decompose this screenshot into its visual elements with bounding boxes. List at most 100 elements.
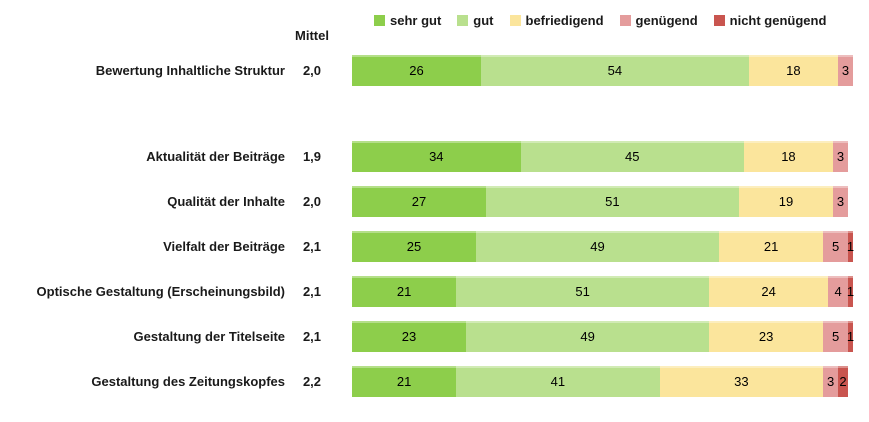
bar-segment: 3: [833, 186, 848, 217]
row-mittel-value: 2,1: [302, 329, 322, 344]
segment-value: 25: [406, 239, 422, 254]
legend: sehr gut gut befriedigend genügend nicht gen…: [374, 13, 826, 28]
row-label: Bewertung Inhaltliche Struktur: [95, 63, 285, 78]
stacked-bar: 21 41 33 3 2: [352, 366, 848, 397]
segment-value: 2: [839, 374, 847, 389]
bar-segment: 2: [838, 366, 848, 397]
segment-value: 24: [761, 284, 776, 299]
row-label: Qualität der Inhalte: [167, 194, 285, 209]
segment-value: 21: [396, 374, 412, 389]
bar-segment: 3: [838, 55, 853, 86]
segment-value: 49: [580, 329, 595, 344]
bar-segment: 25: [352, 231, 476, 262]
segment-value: 18: [781, 149, 796, 164]
bar-segment: 27: [352, 186, 486, 217]
segment-value: 51: [605, 194, 620, 209]
legend-swatch-icon: [619, 15, 631, 26]
bar-segment: 34: [352, 141, 521, 172]
segment-value: 34: [429, 149, 444, 164]
bar-segment: 21: [352, 366, 457, 397]
stacked-bar: 21 51 24 4 1: [352, 276, 855, 307]
row-label: Gestaltung des Zeitungskopfes: [91, 374, 285, 389]
stacked-bar: 27 51 19 3: [352, 186, 848, 217]
bar-segment: 4: [828, 276, 848, 307]
segment-value: 51: [575, 284, 590, 299]
bar-segment: 1: [846, 276, 855, 307]
row-mittel-value: 2,0: [302, 63, 322, 78]
legend-label: nicht genügend: [729, 13, 827, 28]
bar-segment: 23: [352, 321, 467, 352]
segment-value: 18: [786, 63, 801, 78]
legend-item-4: nicht genügend: [713, 13, 827, 28]
segment-value: 21: [763, 239, 779, 254]
bar-segment: 1: [846, 321, 855, 352]
segment-value: 1: [846, 239, 855, 254]
stacked-bar: 23 49 23 5 1: [352, 321, 855, 352]
legend-label: genügend: [635, 13, 698, 28]
row-label: Optische Gestaltung (Erscheinungsbild): [36, 284, 285, 299]
legend-swatch-icon: [509, 15, 521, 26]
segment-value: 3: [827, 374, 835, 389]
bar-segment: 21: [719, 231, 824, 262]
stacked-bar: 34 45 18 3: [352, 141, 848, 172]
bar-segment: 18: [743, 141, 834, 172]
segment-value: 33: [734, 374, 749, 389]
bar-segment: 5: [823, 321, 848, 352]
row-mittel-value: 1,9: [302, 149, 322, 164]
legend-swatch-icon: [374, 15, 385, 26]
bar-segment: 5: [823, 231, 848, 262]
row-label: Vielfalt der Beiträge: [163, 239, 285, 254]
bar-segment: 41: [456, 366, 660, 397]
row-mittel-value: 2,2: [302, 374, 322, 389]
legend-item-2: befriedigend: [509, 13, 604, 28]
segment-value: 19: [778, 194, 794, 209]
segment-value: 45: [624, 149, 640, 164]
row-label: Gestaltung der Titelseite: [133, 329, 285, 344]
bar-segment: 3: [823, 366, 839, 397]
segment-value: 1: [846, 329, 855, 344]
segment-value: 4: [834, 284, 842, 299]
row-mittel-value: 2,1: [302, 239, 322, 254]
segment-value: 27: [411, 194, 427, 209]
bar-segment: 1: [846, 231, 855, 262]
legend-item-3: genügend: [619, 13, 698, 28]
segment-value: 3: [841, 63, 850, 78]
bar-segment: 3: [833, 141, 848, 172]
legend-label: gut: [473, 13, 494, 28]
segment-value: 21: [396, 284, 412, 299]
bar-segment: 18: [748, 55, 839, 86]
segment-value: 23: [758, 329, 774, 344]
bar-segment: 49: [476, 231, 720, 262]
bar-segment: 51: [456, 276, 710, 307]
stacked-bar: 26 54 18 3: [352, 55, 853, 86]
mittel-column-header: Mittel: [295, 28, 329, 43]
legend-swatch-icon: [713, 15, 725, 26]
segment-value: 5: [831, 239, 840, 254]
stacked-bar: 25 49 21 5 1: [352, 231, 855, 262]
row-label: Aktualität der Beiträge: [146, 149, 285, 164]
segment-value: 3: [836, 194, 845, 209]
segment-value: 41: [550, 374, 566, 389]
bar-segment: 19: [738, 186, 834, 217]
bar-segment: 45: [520, 141, 744, 172]
bar-segment: 21: [352, 276, 457, 307]
segment-value: 23: [401, 329, 417, 344]
legend-swatch-icon: [457, 15, 469, 26]
bar-segment: 23: [709, 321, 824, 352]
bar-segment: 51: [485, 186, 739, 217]
bar-segment: 54: [480, 55, 749, 86]
segment-value: 3: [836, 149, 845, 164]
row-mittel-value: 2,1: [302, 284, 322, 299]
row-mittel-value: 2,0: [302, 194, 322, 209]
legend-item-0: sehr gut: [374, 13, 441, 28]
segment-value: 26: [409, 63, 424, 78]
legend-label: befriedigend: [525, 13, 604, 28]
bar-segment: 33: [659, 366, 824, 397]
segment-value: 5: [831, 329, 840, 344]
legend-item-1: gut: [457, 13, 494, 28]
legend-label: sehr gut: [390, 13, 442, 28]
bar-segment: 24: [709, 276, 829, 307]
segment-value: 1: [846, 284, 855, 299]
segment-value: 54: [607, 63, 623, 78]
